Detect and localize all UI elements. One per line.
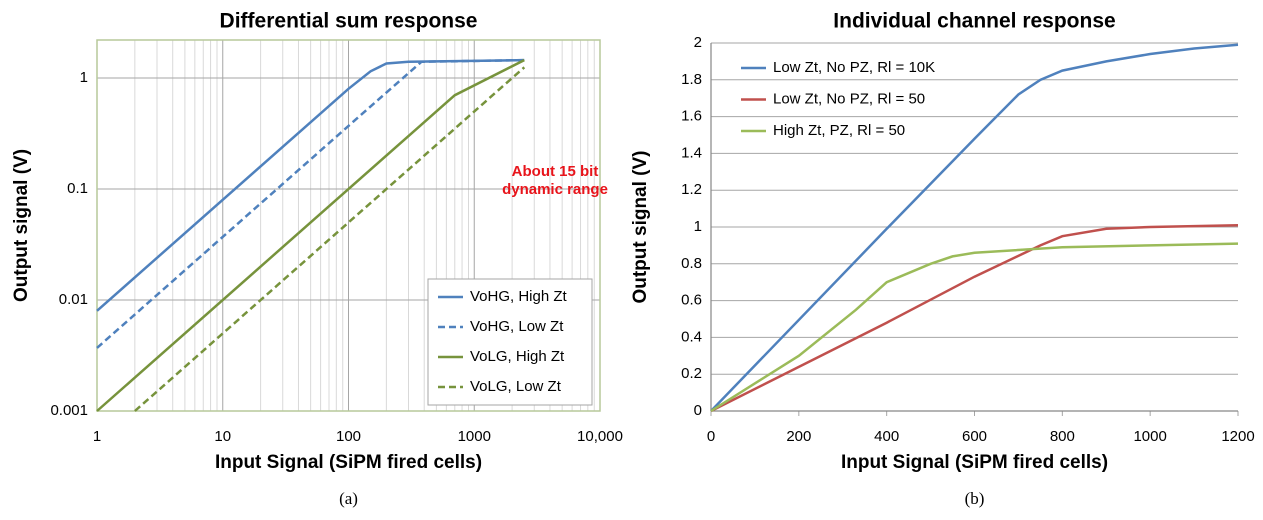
x-tick-label: 1 [93,428,101,445]
legend-label: VoHG, High Zt [470,288,568,305]
x-tick-label: 10,000 [577,428,623,445]
legend-label: VoLG, High Zt [470,348,565,365]
y-tick-label: 1.8 [681,71,702,88]
annotation: About 15 bit [512,163,599,180]
y-tick-label: 0.2 [681,365,702,382]
y-tick-label: 0.6 [681,292,702,309]
caption: (b) [965,489,985,508]
caption: (a) [339,489,358,508]
plot-frame [96,39,601,412]
x-tick-label: 1200 [1221,428,1254,445]
y-tick-label: 0.01 [59,291,88,308]
series-line [710,223,1239,413]
y-tick-label: 1 [80,69,88,86]
x-tick-label: 600 [962,428,987,445]
x-tick-label: 100 [336,428,361,445]
legend-label: High Zt, PZ, Rl = 50 [773,122,905,139]
y-tick-label: 0 [694,402,702,419]
series-line [96,58,525,412]
x-tick-label: 200 [786,428,811,445]
x-axis-title: Input Signal (SiPM fired cells) [215,452,482,473]
legend-label: VoLG, Low Zt [470,378,562,395]
x-tick-label: 1000 [1133,428,1166,445]
x-tick-label: 1000 [458,428,491,445]
chart-title: Individual channel response [833,10,1115,33]
y-tick-label: 2 [694,34,702,51]
series-line [710,43,1239,412]
y-tick-label: 0.001 [50,402,88,419]
series-line [134,66,526,412]
y-tick-label: 0.1 [67,180,88,197]
y-axis-title: Output signal (V) [630,150,651,303]
series-line [96,58,525,349]
y-tick-label: 1 [694,218,702,235]
x-tick-label: 400 [874,428,899,445]
x-tick-label: 800 [1050,428,1075,445]
y-tick-label: 1.6 [681,108,702,125]
legend-label: VoHG, Low Zt [470,318,564,335]
y-tick-label: 0.4 [681,328,702,345]
annotation: dynamic range [502,181,608,198]
y-tick-label: 1.2 [681,181,702,198]
y-tick-label: 0.8 [681,255,702,272]
series-line [96,58,525,312]
chart-title: Differential sum response [220,10,478,33]
series-line [710,242,1239,413]
x-tick-label: 10 [214,428,231,445]
x-tick-label: 0 [707,428,715,445]
legend-label: Low Zt, No PZ, Rl = 50 [773,90,925,107]
x-axis-title: Input Signal (SiPM fired cells) [841,452,1108,473]
y-axis-title: Output signal (V) [11,149,32,302]
y-tick-label: 1.4 [681,144,702,161]
legend-box [427,278,593,406]
legend-label: Low Zt, No PZ, Rl = 10K [773,59,935,76]
